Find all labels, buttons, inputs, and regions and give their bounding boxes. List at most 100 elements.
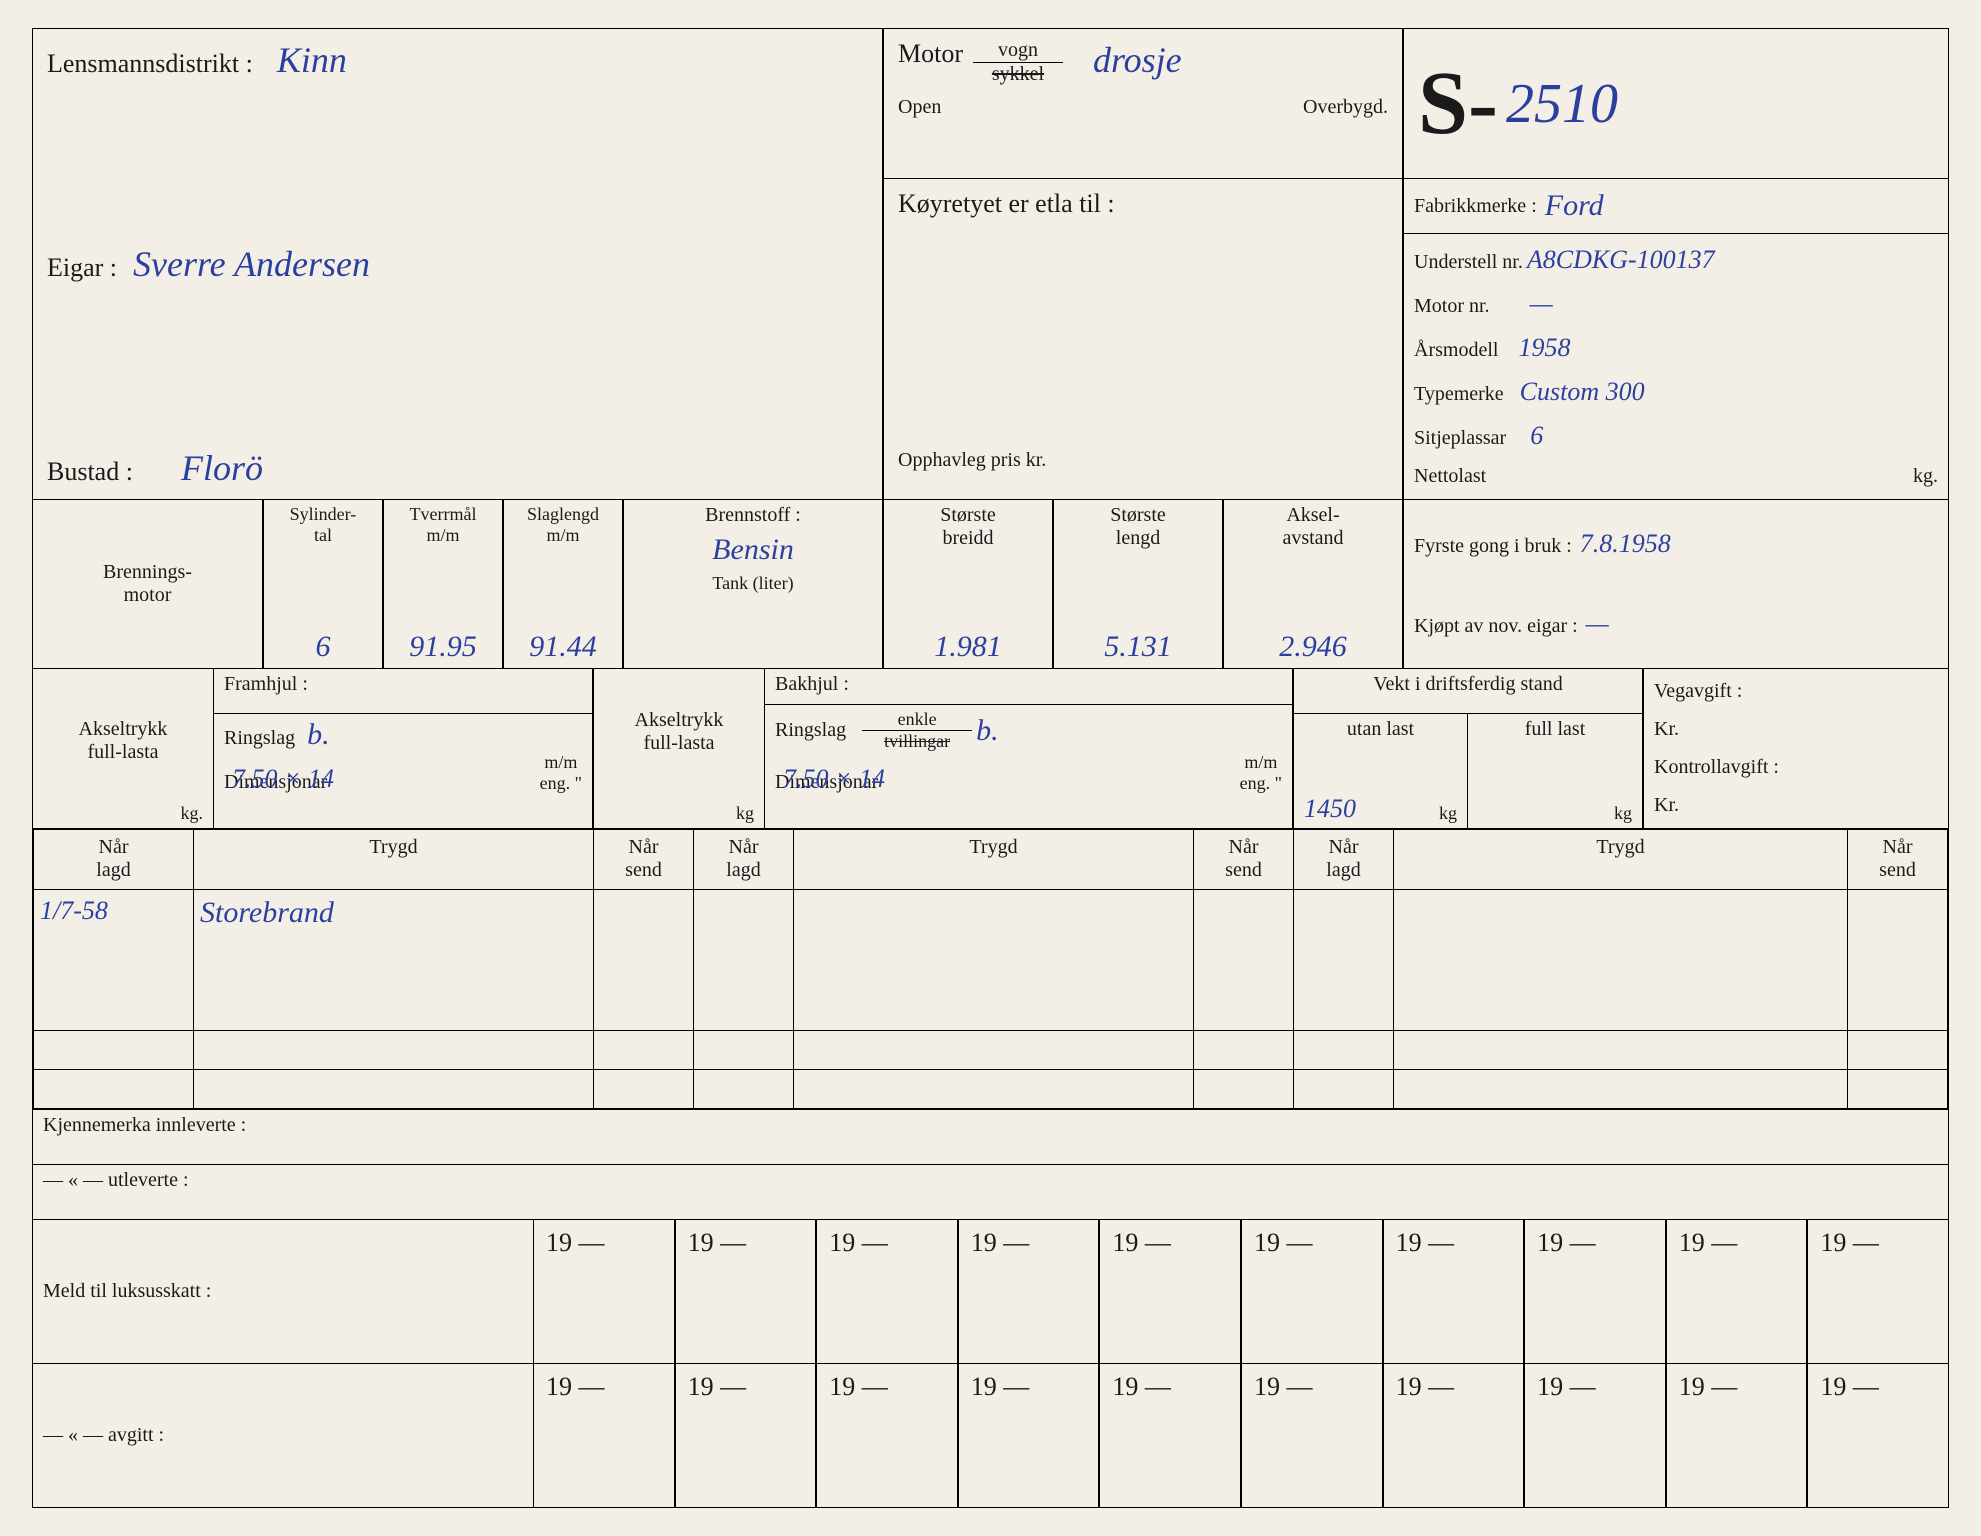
year-cell: 19 — [1383, 1220, 1525, 1363]
tverrmaal-label: Tverrmål m/m [394, 504, 492, 546]
typemerke-label: Typemerke [1414, 383, 1504, 405]
registration-card: Lensmannsdistrikt : Kinn Eigar : Sverre … [32, 28, 1949, 1508]
trygd-h-lagd1: Når lagd [34, 830, 194, 890]
year-cell: 19 — [533, 1364, 675, 1507]
vogn-label: vogn [973, 39, 1063, 62]
fabrikkmerke-value: Ford [1545, 189, 1604, 223]
lensmannsdistrikt-label: Lensmannsdistrikt : [47, 49, 253, 78]
year-cell: 19 — [816, 1220, 958, 1363]
trygd-h-trygd3: Trygd [1394, 830, 1848, 890]
understell-value: A8CDKG-100137 [1527, 245, 1715, 274]
kg-label: kg. [1913, 465, 1938, 488]
bustad-label: Bustad : [47, 457, 133, 486]
sykkel-label: sykkel [973, 63, 1063, 86]
storste-breidd-value: 1.981 [894, 630, 1042, 664]
tank-label: Tank (liter) [634, 573, 872, 594]
utan-last-value: 1450 [1304, 794, 1356, 824]
sitjeplassar-label: Sitjeplassar [1414, 427, 1506, 449]
year-cell: 19 — [675, 1364, 817, 1507]
vegavgift-kr: Kr. [1654, 718, 1938, 741]
s-number: 2510 [1506, 72, 1618, 136]
trygd-h-lagd3: Når lagd [1294, 830, 1394, 890]
understell-label: Understell nr. [1414, 251, 1523, 273]
open-label: Open [898, 96, 941, 119]
motor-label: Motor [898, 39, 963, 69]
fram-ringslag-label: Ringslag [224, 727, 295, 749]
opphavleg-label: Opphavleg pris kr. [898, 449, 1046, 471]
trygd-date: 1/7-58 [40, 896, 108, 925]
aksel-avstand-label: Aksel- avstand [1234, 504, 1392, 550]
meld-label: Meld til luksusskatt : [43, 1280, 211, 1303]
kjopt-value: — [1586, 609, 1609, 638]
bustad-row: Bustad : Florö [47, 447, 868, 489]
sitjeplassar-value: 6 [1530, 421, 1543, 450]
s-prefix: S- [1418, 52, 1498, 155]
bak-ringslag-value: b. [976, 714, 999, 748]
year-cell: 19 — [1524, 1220, 1666, 1363]
motor-nr-label: Motor nr. [1414, 295, 1490, 317]
brennstoff-label: Brennstoff : [634, 504, 872, 527]
overbygd-label: Overbygd. [1303, 96, 1388, 119]
fyrste-gong-label: Fyrste gong i bruk : [1414, 535, 1572, 557]
trygd-h-send2: Når send [1194, 830, 1294, 890]
framhjul-label: Framhjul : [224, 673, 308, 695]
aarsmodell-value: 1958 [1518, 333, 1570, 362]
aarsmodell-label: Årsmodell [1414, 339, 1498, 361]
year-cell: 19 — [1099, 1364, 1241, 1507]
year-cell: 19 — [1666, 1364, 1808, 1507]
slaglengd-label: Slaglengd m/m [514, 504, 612, 546]
eigar-row: Eigar : Sverre Andersen [47, 243, 868, 285]
tverrmaal-value: 91.95 [394, 630, 492, 664]
year-cell: 19 — [533, 1220, 675, 1363]
kjennemerka-inn-label: Kjennemerka innleverte : [43, 1114, 246, 1136]
koyretyet-label: Køyretyet er etla til : [898, 189, 1115, 218]
trygd-name: Storebrand [200, 896, 334, 929]
enkle-label: enkle [898, 709, 937, 729]
year-cell: 19 — [1241, 1220, 1383, 1363]
avgitt-label: — « — avgitt : [43, 1424, 164, 1447]
fyrste-gong-value: 7.8.1958 [1580, 529, 1671, 558]
year-cell: 19 — [1807, 1220, 1948, 1363]
aksel-avstand-value: 2.946 [1234, 630, 1392, 664]
typemerke-value: Custom 300 [1520, 377, 1645, 406]
trygd-h-trygd1: Trygd [194, 830, 594, 890]
year-cell: 19 — [1666, 1220, 1808, 1363]
vegavgift-label: Vegavgift : [1654, 680, 1938, 703]
brennstoff-value: Bensin [634, 533, 872, 567]
brenningsmotor-label: Brennings- motor [103, 561, 192, 607]
trygd-table: Når lagd Trygd Når send Når lagd Trygd N… [33, 829, 1948, 1109]
motor-type-value: drosje [1093, 39, 1182, 81]
trygd-h-lagd2: Når lagd [694, 830, 794, 890]
nettolast-label: Nettolast [1414, 465, 1486, 488]
year-cell: 19 — [675, 1220, 817, 1363]
year-cell: 19 — [1524, 1364, 1666, 1507]
fram-ringslag-value: b. [307, 718, 330, 751]
year-cell: 19 — [1807, 1364, 1948, 1507]
fabrikkmerke-label: Fabrikkmerke : [1414, 195, 1537, 218]
lensmannsdistrikt-row: Lensmannsdistrikt : Kinn [47, 39, 868, 81]
storste-lengd-label: Største lengd [1064, 504, 1212, 550]
sylindertal-value: 6 [274, 630, 372, 664]
fram-akseltrykk-label: Akseltrykk full-lasta [43, 718, 203, 764]
full-last-label: full last [1478, 718, 1632, 741]
kontrollavgift-kr: Kr. [1654, 794, 1938, 817]
motor-nr-value: — [1530, 289, 1553, 318]
bak-akseltrykk-label: Akseltrykk full-lasta [604, 709, 754, 755]
storste-breidd-label: Største breidd [894, 504, 1042, 550]
sylindertal-label: Sylinder- tal [274, 504, 372, 546]
year-cell: 19 — [1099, 1220, 1241, 1363]
bustad-value: Florö [181, 448, 263, 488]
bak-dim-value: 7.50 × 14 [783, 764, 1290, 794]
year-cell: 19 — [958, 1364, 1100, 1507]
bak-ringslag-label: Ringslag [775, 719, 846, 742]
trygd-h-send3: Når send [1848, 830, 1948, 890]
slaglengd-value: 91.44 [514, 630, 612, 664]
eigar-label: Eigar : [47, 253, 117, 282]
kontrollavgift-label: Kontrollavgift : [1654, 756, 1938, 779]
trygd-h-trygd2: Trygd [794, 830, 1194, 890]
fram-dim-value: 7.50 × 14 [232, 764, 590, 794]
eigar-value: Sverre Andersen [133, 244, 370, 284]
kjennemerka-ut-label: — « — utleverte : [43, 1169, 189, 1191]
utan-last-label: utan last [1304, 718, 1457, 741]
year-cell: 19 — [958, 1220, 1100, 1363]
